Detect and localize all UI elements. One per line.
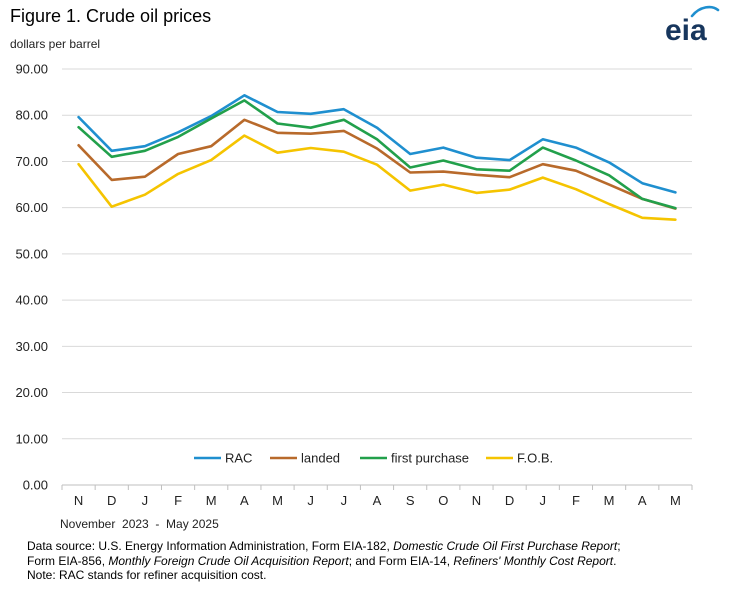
x-tick-label: M [206,493,217,508]
x-tick-label: A [638,493,647,508]
source-text: ; [617,539,621,553]
y-tick-label: 90.00 [15,62,48,77]
y-tick-label: 80.00 [15,108,48,123]
legend-label-first-purchase: first purchase [391,451,469,466]
y-tick-label: 30.00 [15,339,48,354]
x-tick-label: D [107,493,116,508]
x-tick-label: M [670,493,681,508]
source-report-title: Refiners' Monthly Cost Report [453,553,614,568]
date-range-label: November 2023 - May 2025 [60,517,219,531]
data-source-note: Data source: U.S. Energy Information Adm… [27,539,717,583]
source-report-title: Monthly Foreign Crude Oil Acquisition Re… [108,553,349,568]
y-axis-unit-label: dollars per barrel [10,37,101,51]
x-tick-label: J [540,493,547,508]
x-tick-label: A [240,493,249,508]
x-tick-label: F [174,493,182,508]
legend-label-rac: RAC [225,451,252,466]
series-line-first-purchase [77,99,677,210]
legend: RAC landed first purchase F.O.B. [194,451,553,466]
footnote: Note: RAC stands for refiner acquisition… [27,568,267,582]
x-tick-label: J [341,493,348,508]
y-tick-label: 70.00 [15,154,48,169]
series-line-landed [77,118,677,210]
x-tick-label: F [572,493,580,508]
x-tick-label: A [373,493,382,508]
axes [61,484,693,490]
source-text: Data source: U.S. Energy Information Adm… [27,539,394,553]
source-text: Form EIA-856, [27,553,109,568]
x-tick-label: N [74,493,83,508]
source-line-2: Form EIA-856, Monthly Foreign Crude Oil … [27,554,717,569]
page-title: Figure 1. Crude oil prices [10,6,212,26]
y-tick-label: 20.00 [15,385,48,400]
y-tick-labels: 0.00 10.00 20.00 30.00 40.00 50.00 60.00 70.00 8… [15,62,48,493]
series-line-rac [77,94,677,194]
y-tick-label: 50.00 [15,246,48,261]
source-text: ; and Form EIA-14, [348,553,454,568]
x-tick-label: D [505,493,514,508]
x-tick-label: J [142,493,149,508]
source-report-title: Domestic Crude Oil First Purchase Report [393,539,618,553]
crude-oil-price-chart: 0.00 10.00 20.00 30.00 40.00 50.00 60.00 70.00 8… [15,62,693,508]
x-tick-label: M [604,493,615,508]
y-tick-label: 40.00 [15,293,48,308]
y-tick-label: 0.00 [23,478,48,493]
y-tick-label: 10.00 [15,431,48,446]
series-line-f-o-b [77,134,677,221]
x-tick-label: J [307,493,314,508]
x-tick-label: N [472,493,481,508]
legend-label-f-o-b: F.O.B. [517,451,553,466]
y-tick-label: 60.00 [15,200,48,215]
series-lines [77,94,677,221]
logo-text: eia [665,14,707,44]
logo-swoosh-icon [690,5,720,18]
x-tick-label: M [272,493,283,508]
gridlines [62,68,692,440]
source-line-1: Data source: U.S. Energy Information Adm… [27,539,717,554]
eia-logo: eia [665,5,720,44]
source-text: . [613,553,617,568]
legend-label-landed: landed [301,451,340,466]
x-tick-label: S [406,493,415,508]
x-tick-label: O [438,493,448,508]
